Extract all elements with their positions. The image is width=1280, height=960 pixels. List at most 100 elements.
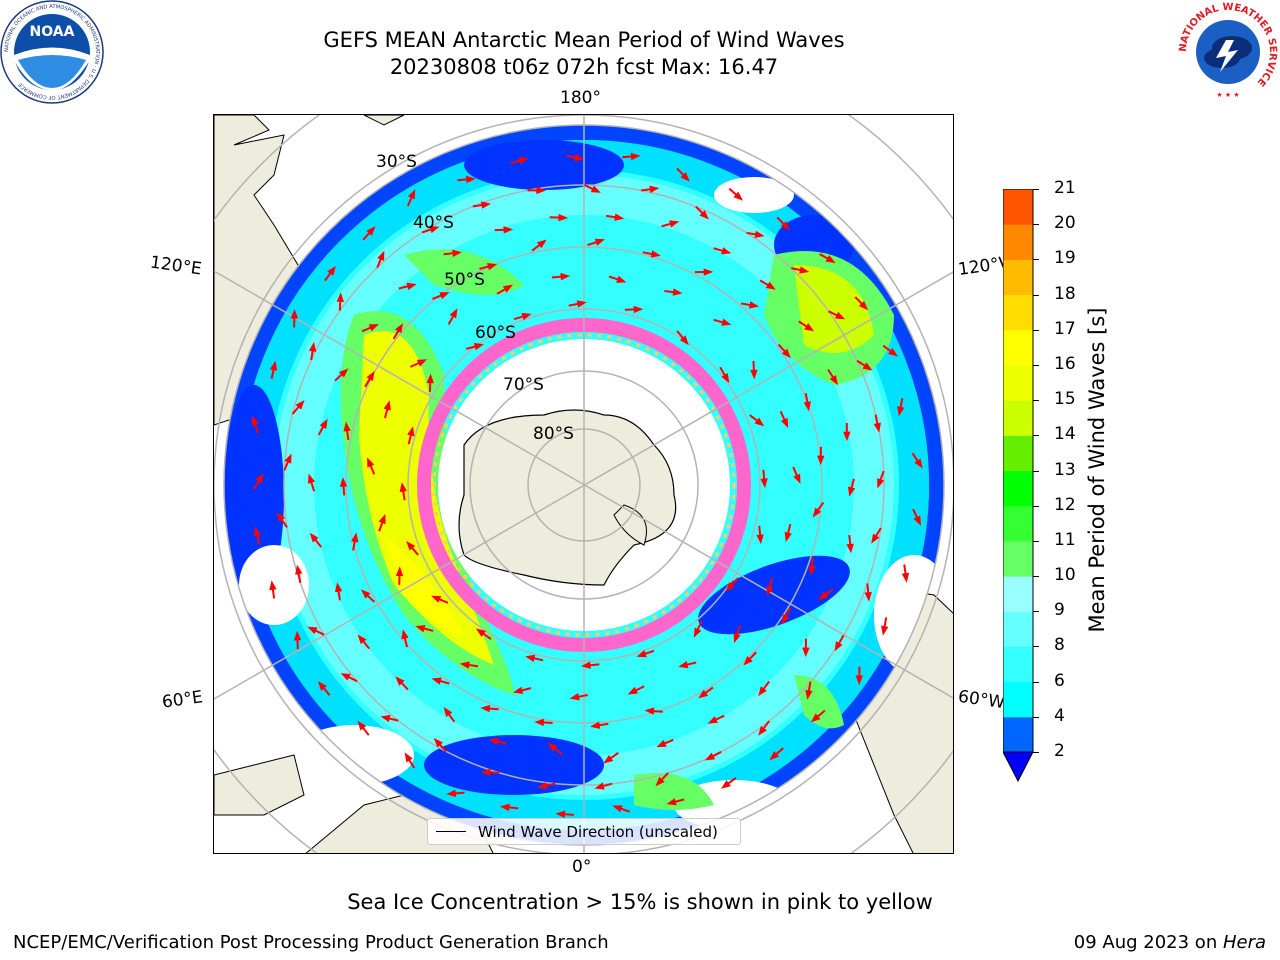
wave-arrow-head bbox=[537, 781, 548, 790]
wave-arrow-head bbox=[459, 661, 470, 669]
lat-label-70s: 70°S bbox=[503, 375, 544, 395]
wave-arrow-head bbox=[644, 707, 655, 715]
wave-arrow-head bbox=[888, 347, 899, 357]
wave-arrow-head bbox=[780, 221, 791, 231]
wave-arrow-head bbox=[481, 201, 492, 209]
wave-arrow-head bbox=[781, 614, 790, 625]
wave-arrow-head bbox=[334, 582, 343, 593]
colorbar-tick-label: 19 bbox=[1054, 248, 1076, 269]
wave-arrow-head bbox=[555, 810, 566, 818]
wave-arrow-head bbox=[784, 531, 792, 543]
colorbar-tick-mark bbox=[1033, 329, 1039, 331]
colorbar-segment bbox=[1003, 611, 1033, 647]
wave-arrow-head bbox=[678, 660, 689, 669]
wind-wave-arrows bbox=[251, 152, 923, 818]
wave-arrow-head bbox=[430, 595, 442, 603]
colorbar-segment bbox=[1003, 189, 1033, 225]
wave-arrow-head bbox=[721, 373, 730, 384]
wave-arrow-head bbox=[848, 486, 856, 497]
wave-arrow-head bbox=[416, 359, 428, 367]
wave-arrow-head bbox=[881, 625, 889, 636]
wave-arrow-head bbox=[914, 458, 923, 469]
footer-right: 09 Aug 2023 on Hera bbox=[1074, 932, 1266, 953]
wave-arrow-head bbox=[486, 263, 498, 271]
wave-arrow-head bbox=[473, 343, 484, 351]
wave-arrow-head bbox=[336, 292, 344, 303]
lat-label-60s: 60°S bbox=[475, 323, 516, 343]
colorbar-tick-mark bbox=[1033, 681, 1039, 683]
wave-arrow-head bbox=[754, 230, 765, 239]
wave-arrow-head bbox=[733, 191, 744, 201]
wave-arrow-head bbox=[614, 213, 625, 221]
map-legend: Wind Wave Direction (unscaled) bbox=[427, 818, 741, 845]
wave-arrow-head bbox=[873, 422, 881, 433]
ice-caption: Sea Ice Concentration > 15% is shown in … bbox=[347, 890, 933, 914]
wave-arrow-head bbox=[480, 704, 491, 713]
wave-arrow-head bbox=[703, 268, 714, 276]
wave-arrow-head bbox=[367, 457, 375, 468]
footer-date: 09 Aug 2023 on bbox=[1073, 932, 1223, 953]
wave-arrow-head bbox=[627, 686, 638, 695]
colorbar-tick-label: 13 bbox=[1054, 459, 1076, 480]
wave-arrow-head bbox=[733, 632, 741, 644]
wave-arrow-head bbox=[307, 626, 318, 635]
wave-arrow-head bbox=[721, 318, 732, 326]
wave-arrow-head bbox=[699, 210, 709, 220]
wave-arrow-head bbox=[616, 275, 627, 283]
wave-arrow-head bbox=[558, 213, 569, 222]
wave-arrow-head bbox=[518, 157, 529, 165]
colorbar-segment bbox=[1003, 470, 1033, 507]
wave-arrow-head bbox=[612, 805, 623, 813]
colorbar-segment bbox=[1003, 259, 1033, 296]
colorbar-tick-label: 10 bbox=[1054, 565, 1076, 586]
wave-arrow-head bbox=[449, 308, 458, 319]
chart-subtitle: 20230808 t06z 072h fcst Max: 16.47 bbox=[389, 55, 779, 79]
colorbar-under-triangle bbox=[1003, 751, 1034, 783]
wave-arrow-head bbox=[804, 323, 815, 332]
wave-arrow-head bbox=[812, 507, 822, 518]
wave-arrow-head bbox=[569, 693, 580, 701]
wave-arrow-head bbox=[340, 673, 351, 681]
legend-line-icon bbox=[436, 831, 466, 832]
wave-arrow-head bbox=[858, 300, 869, 311]
wave-arrow-head bbox=[749, 301, 760, 309]
colorbar-tick-mark bbox=[1033, 294, 1039, 296]
wave-arrow-head bbox=[431, 677, 442, 685]
wave-arrow-head bbox=[317, 681, 327, 691]
wave-arrow-head bbox=[339, 477, 348, 487]
wave-arrow-head bbox=[380, 714, 391, 723]
wave-arrow-head bbox=[721, 247, 732, 255]
colorbar-segment bbox=[1003, 224, 1033, 260]
wave-arrow-head bbox=[834, 311, 846, 320]
colorbar-tick-mark bbox=[1033, 435, 1039, 437]
svg-text:★ ★ ★: ★ ★ ★ bbox=[1216, 91, 1239, 99]
wave-arrow-head bbox=[295, 400, 305, 410]
noaa-logo: NOAA NATIONAL OCEANIC AND ATMOSPHERIC AD… bbox=[0, 0, 104, 104]
wave-arrow-head bbox=[475, 628, 486, 637]
wave-arrow-head bbox=[636, 650, 647, 658]
colorbar-tick-mark bbox=[1033, 224, 1039, 226]
colorbar-segment bbox=[1003, 716, 1033, 753]
colorbar-segment bbox=[1003, 400, 1033, 436]
colorbar-tick-label: 8 bbox=[1054, 635, 1065, 656]
wave-arrow-head bbox=[480, 768, 491, 777]
wave-arrow-head bbox=[672, 288, 683, 296]
colorbar-tick-label: 9 bbox=[1054, 600, 1065, 621]
wave-arrow-head bbox=[308, 341, 317, 352]
wave-arrow-head bbox=[429, 226, 440, 234]
colorbar-label: Mean Period of Wind Waves [s] bbox=[1085, 307, 1109, 633]
wave-arrow-head bbox=[499, 803, 510, 812]
wave-arrow-head bbox=[536, 239, 547, 249]
legend-label: Wind Wave Direction (unscaled) bbox=[478, 823, 718, 841]
wave-arrow-head bbox=[649, 185, 660, 194]
wave-arrow-head bbox=[725, 581, 735, 592]
wave-arrow-head bbox=[503, 226, 514, 234]
wave-arrow-head bbox=[276, 512, 286, 523]
wave-arrow-head bbox=[521, 313, 532, 321]
wave-arrow-head bbox=[655, 776, 665, 787]
colorbar-tick-label: 17 bbox=[1054, 318, 1076, 339]
wave-arrow-head bbox=[650, 250, 661, 258]
colorbar bbox=[1003, 189, 1034, 783]
chart-title: GEFS MEAN Antarctic Mean Period of Wind … bbox=[323, 28, 845, 52]
wave-arrow-head bbox=[765, 281, 776, 290]
